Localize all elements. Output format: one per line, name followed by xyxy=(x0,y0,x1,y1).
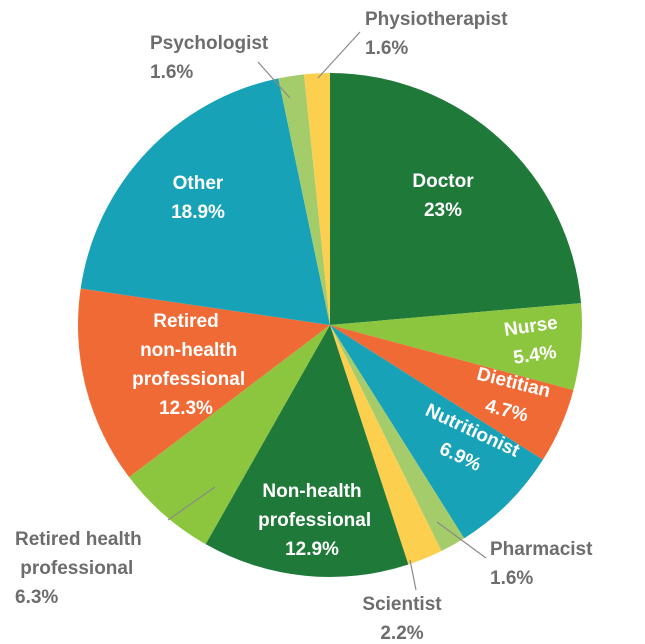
category-label: Doctor xyxy=(412,171,474,192)
pie-slice xyxy=(330,73,582,325)
category-label: Psychologist xyxy=(150,33,269,54)
slice-label: Other 18.9% xyxy=(171,173,225,223)
label-line: Pharmacist xyxy=(490,539,593,560)
value-label: 1.6% xyxy=(490,568,533,589)
pie-slice xyxy=(80,78,330,326)
slice-label: Psychologist 1.6% xyxy=(150,33,269,83)
label-line: Doctor xyxy=(412,171,474,192)
leader-line xyxy=(409,559,417,591)
pie-slice xyxy=(278,74,330,325)
label-line: Physiotherapist xyxy=(365,9,508,30)
label-line: professional xyxy=(15,558,133,579)
category-label: Non-health professional xyxy=(253,481,371,531)
pie-slice xyxy=(330,325,465,552)
pie-slice xyxy=(330,325,442,565)
slice-label: Non-health professional 12.9% xyxy=(253,481,371,560)
slice-label: Doctor 23% xyxy=(412,171,474,221)
leader-line xyxy=(257,61,291,99)
slice-label: Pharmacist 1.6% xyxy=(490,539,593,589)
slice-label: Scientist 2.2% xyxy=(362,594,442,644)
category-label: Pharmacist xyxy=(490,539,593,560)
leader-line xyxy=(436,521,487,559)
category-label: Retired health professional xyxy=(15,529,142,579)
pie-slice xyxy=(77,288,330,478)
value-label: 23% xyxy=(424,200,462,221)
value-label: 1.6% xyxy=(365,38,408,59)
label-line: professional xyxy=(127,369,245,390)
label-line: Retired health xyxy=(15,529,142,550)
pie-slice xyxy=(129,325,330,545)
slice-label: Retired non-health professional 12.3% xyxy=(127,311,245,419)
value-label: 6.3% xyxy=(15,587,58,608)
label-line: Other xyxy=(173,173,224,194)
pie-slice xyxy=(205,325,409,577)
category-label: Scientist xyxy=(362,594,442,615)
pie-slice xyxy=(330,303,582,391)
slice-label: Physiotherapist 1.6% xyxy=(365,9,508,59)
label-line: Non-health xyxy=(262,481,361,502)
value-label: 12.3% xyxy=(159,398,213,419)
pie-slice xyxy=(304,73,330,325)
pie-slice xyxy=(330,325,574,460)
label-line: Retired xyxy=(153,311,218,332)
leader-line xyxy=(167,486,216,521)
pie-slice xyxy=(330,325,543,539)
value-label: 12.9% xyxy=(285,539,339,560)
slice-label: Retired health professional 6.3% xyxy=(15,529,142,608)
leader-line xyxy=(317,31,361,79)
label-line: professional xyxy=(253,510,371,531)
category-label: Retired non-health professional xyxy=(127,311,245,390)
value-label: 2.2% xyxy=(380,623,423,644)
category-label: Other xyxy=(173,173,224,194)
label-line: Scientist xyxy=(362,594,442,615)
label-line: non-health xyxy=(135,340,237,361)
value-label: 18.9% xyxy=(171,202,225,223)
value-label: 1.6% xyxy=(150,62,193,83)
label-line: Psychologist xyxy=(150,33,269,54)
category-label: Physiotherapist xyxy=(365,9,508,30)
